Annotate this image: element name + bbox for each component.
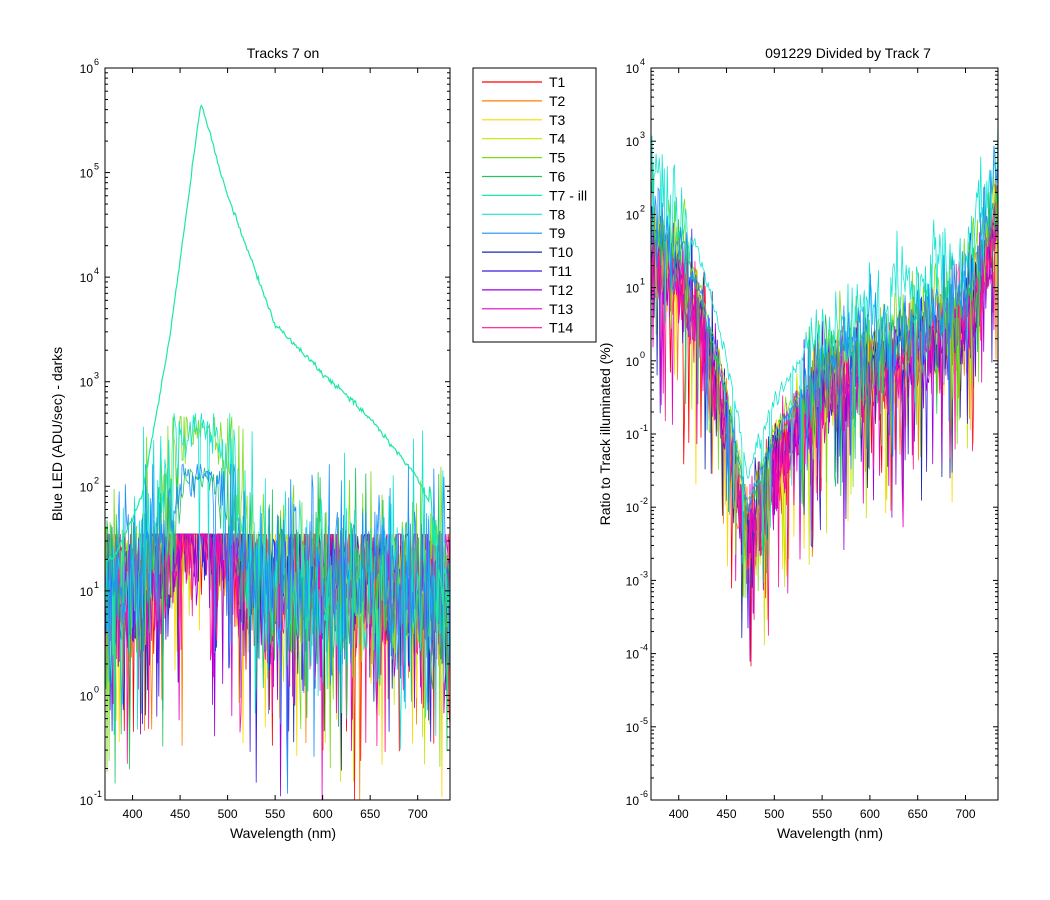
left-y-tick-exponent: 2 <box>94 475 99 485</box>
left-x-tick-label: 400 <box>123 807 143 821</box>
left-x-ticks: 400 450 500 550 600 650 700 <box>123 68 428 821</box>
right-x-tick-label: 650 <box>908 807 928 821</box>
left-y-axis-label: Blue LED (ADU/sec) - darks <box>49 347 65 521</box>
left-x-tick-label: 600 <box>313 807 333 821</box>
legend-label: T8 <box>549 206 566 222</box>
right-x-tick-label: 400 <box>669 807 689 821</box>
left-x-tick-label: 450 <box>170 807 190 821</box>
legend-label: T2 <box>549 93 566 109</box>
legend-label: T10 <box>549 244 573 260</box>
right-y-tick-base: 10 <box>626 501 640 515</box>
left-y-tick-base: 10 <box>80 271 94 285</box>
right-x-tick-label: 550 <box>812 807 832 821</box>
right-series-group <box>651 120 998 667</box>
left-y-tick-base: 10 <box>80 167 94 181</box>
left-series-line-t9 <box>105 463 450 794</box>
legend-label: T6 <box>549 169 566 185</box>
left-x-tick-label: 650 <box>360 807 380 821</box>
right-y-axis-label: Ratio to Track illuminated (%) <box>597 343 613 526</box>
left-y-tick-base: 10 <box>80 794 94 808</box>
right-y-tick-base: 10 <box>626 208 640 222</box>
legend-label: T3 <box>549 112 566 128</box>
left-series-line-t7-ill <box>105 104 450 622</box>
left-x-axis-label: Wavelength (nm) <box>230 825 336 841</box>
left-y-tick-exponent: 4 <box>94 266 99 276</box>
left-plot-title: Tracks 7 on <box>247 45 320 61</box>
right-y-tick-exponent: -5 <box>640 716 648 726</box>
right-y-tick-base: 10 <box>626 794 640 808</box>
right-axes: 091229 Divided by Track 7 400 450 500 550 60… <box>597 45 999 841</box>
legend-label: T11 <box>549 263 572 279</box>
right-y-tick-base: 10 <box>626 355 640 369</box>
right-y-tick-base: 10 <box>626 428 640 442</box>
right-x-tick-label: 600 <box>860 807 880 821</box>
left-x-tick-label: 500 <box>218 807 238 821</box>
legend-label: T12 <box>549 282 573 298</box>
left-y-tick-exponent: -1 <box>94 789 102 799</box>
legend-box <box>472 67 597 343</box>
left-y-tick-base: 10 <box>80 480 94 494</box>
right-series-line-t8 <box>651 120 998 564</box>
right-y-tick-exponent: 1 <box>640 277 645 287</box>
right-y-tick-base: 10 <box>626 282 640 296</box>
left-series-group <box>105 104 450 800</box>
right-y-tick-exponent: -6 <box>640 789 648 799</box>
left-x-tick-label: 700 <box>408 807 428 821</box>
legend-entries: T1 T2 T3 T4 T5 T6 T7 - ill T8 T9 T10 T11 T12 T13 T14 <box>482 74 587 336</box>
right-y-tick-exponent: -3 <box>640 569 648 579</box>
left-axes-box <box>104 67 451 801</box>
right-series-line-t9 <box>651 145 998 513</box>
right-y-tick-exponent: -1 <box>640 423 648 433</box>
left-y-tick-base: 10 <box>80 585 94 599</box>
legend-label: T5 <box>549 150 566 166</box>
left-series-line-t8 <box>105 413 450 750</box>
legend-label: T1 <box>549 74 566 90</box>
left-y-tick-base: 10 <box>80 376 94 390</box>
legend: T1 T2 T3 T4 T5 T6 T7 - ill T8 T9 T10 T11 T12 T13 T14 <box>472 67 597 343</box>
legend-label: T14 <box>549 320 573 336</box>
legend-label: T7 - ill <box>549 187 587 203</box>
left-x-tick-label: 550 <box>265 807 285 821</box>
right-x-tick-label: 700 <box>955 807 975 821</box>
right-y-tick-exponent: 2 <box>640 203 645 213</box>
right-y-tick-base: 10 <box>626 721 640 735</box>
right-x-ticks: 400 450 500 550 600 650 700 <box>669 68 976 821</box>
left-y-tick-exponent: 0 <box>94 684 99 694</box>
legend-label: T9 <box>549 225 566 241</box>
legend-label: T4 <box>549 131 566 147</box>
right-plot-title: 091229 Divided by Track 7 <box>765 45 931 61</box>
left-y-tick-base: 10 <box>80 689 94 703</box>
legend-label: T13 <box>549 301 573 317</box>
right-x-axis-label: Wavelength (nm) <box>777 825 883 841</box>
left-y-tick-exponent: 5 <box>94 162 99 172</box>
right-x-tick-label: 450 <box>717 807 737 821</box>
left-axes: Tracks 7 on 400 450 500 550 600 650 700 10 -110… <box>49 45 451 841</box>
right-y-tick-exponent: 0 <box>640 350 645 360</box>
right-y-tick-exponent: 3 <box>640 130 645 140</box>
left-y-tick-exponent: 1 <box>94 580 99 590</box>
right-y-tick-base: 10 <box>626 574 640 588</box>
right-x-tick-label: 500 <box>764 807 784 821</box>
right-y-tick-exponent: 4 <box>640 57 645 67</box>
left-y-tick-base: 10 <box>80 62 94 76</box>
right-y-tick-base: 10 <box>626 648 640 662</box>
left-y-tick-exponent: 6 <box>94 57 99 67</box>
right-y-tick-exponent: -2 <box>640 496 648 506</box>
right-y-tick-base: 10 <box>626 135 640 149</box>
right-y-tick-base: 10 <box>626 62 640 76</box>
left-y-tick-exponent: 3 <box>94 371 99 381</box>
right-y-tick-exponent: -4 <box>640 643 648 653</box>
